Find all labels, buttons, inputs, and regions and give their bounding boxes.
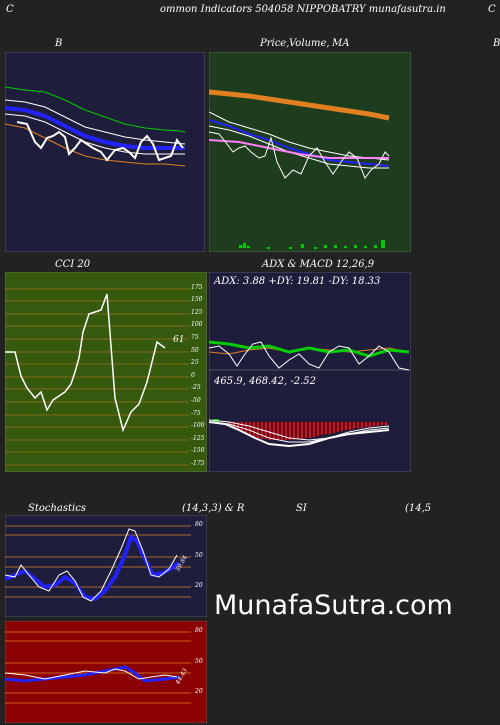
cci-tick: -75 [191,410,201,417]
cci-tick: 50 [191,347,199,354]
rsi-label: SI [296,503,307,514]
cci-label: CCI 20 [55,259,91,270]
cci-tick: 125 [191,309,203,316]
cci-tick: -100 [191,422,205,429]
rsi-panel: 44.43 80 50 20 [5,621,207,723]
stoch-tick-20: 20 [195,582,203,589]
cci-tick: 100 [191,321,203,328]
price-label: Price, [260,38,290,49]
rsi-tick-20: 20 [195,688,203,695]
adx-readout: ADX: 3.88 +DY: 19.81 -DY: 18.33 [214,276,381,287]
adx-macd-label: ADX & MACD 12,26,9 [262,259,375,270]
cci-tick: 75 [191,334,199,341]
price-panel [209,52,411,252]
cci-panel: 61 175 150 125 100 75 50 25 0 -25 -50 -7… [5,272,207,472]
stoch-tick-50: 50 [195,552,203,559]
stochastics-label: Stochastics [28,503,86,514]
rsi-tick-50: 50 [195,658,203,665]
macd-histogram [229,422,387,440]
cci-tick: -25 [191,384,201,391]
stochastics-panel: 59.84 80 50 20 [5,515,207,617]
bollinger-label: B [55,38,63,49]
cci-tick: 150 [191,296,203,303]
price-right-char: B [493,38,500,49]
page-title: ommon Indicators 504058 NIPPOBATRY munaf… [160,4,446,15]
cci-tick: 0 [191,372,195,379]
stoch-tick-80: 80 [195,521,203,528]
stochastics-params-label: (14,3,3) & R [182,503,245,514]
watermark: MunafaSutra.com [214,590,453,621]
rsi-tick-80: 80 [195,627,203,634]
rsi-params-label: (14,5 [405,503,432,514]
bollinger-panel [5,52,205,252]
adx-macd-panel: ADX: 3.88 +DY: 19.81 -DY: 18.33 465.9, 4… [209,272,411,472]
cci-ticks: 175 150 125 100 75 50 25 0 -25 -50 -75 -… [191,272,207,472]
cci-tick: 25 [191,359,199,366]
cci-tick: 175 [191,284,203,291]
cci-tick: -150 [191,447,205,454]
macd-readout: 465.9, 468.42, -2.52 [214,376,316,387]
cci-tick: -50 [191,397,201,404]
header-right-char: C [488,4,496,15]
cci-tick: -175 [191,460,205,467]
cci-value: 61 [173,335,185,345]
header-left-char: C [6,4,14,15]
ma-label: MA [332,38,350,49]
volume-bars [239,240,385,249]
volume-label: Volume, [289,38,330,49]
cci-tick: -125 [191,435,205,442]
